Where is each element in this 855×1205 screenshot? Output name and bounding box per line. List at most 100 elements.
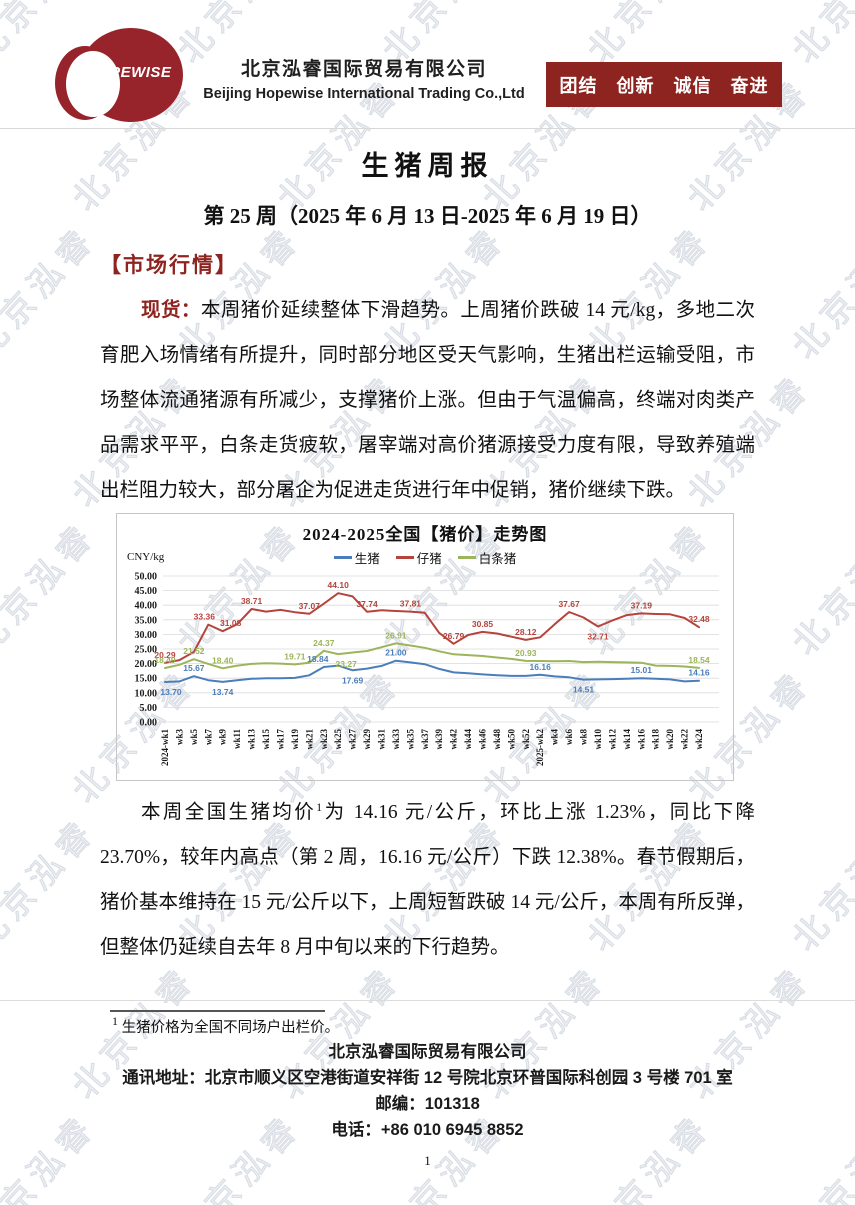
svg-text:15.01: 15.01 — [631, 665, 653, 675]
logo-wordmark: HOPEWISE — [86, 64, 172, 81]
footer: 北京泓睿国际贸易有限公司 通讯地址：北京市顺义区空港街道安祥街 12 号院北京环… — [0, 1039, 855, 1143]
footer-phone: 电话：+86 010 6945 8852 — [331, 1121, 524, 1139]
svg-text:wk31: wk31 — [377, 729, 387, 750]
footnote-ref-marker: 1 — [316, 800, 323, 814]
svg-text:wk39: wk39 — [434, 729, 444, 750]
svg-text:30.85: 30.85 — [472, 619, 494, 629]
svg-text:17.69: 17.69 — [342, 675, 364, 685]
svg-text:wk22: wk22 — [680, 729, 690, 750]
svg-text:24.37: 24.37 — [313, 638, 335, 648]
report-period: 第 25 周（2025 年 6 月 13 日-2025 年 6 月 19 日） — [203, 204, 652, 228]
svg-text:2024-wk1: 2024-wk1 — [160, 729, 170, 767]
footnote-sup: 1 — [112, 1014, 118, 1028]
logo-crescent-cut — [66, 51, 120, 117]
svg-text:wk23: wk23 — [319, 729, 329, 750]
svg-text:20.93: 20.93 — [515, 648, 537, 658]
paragraph-spot-text: 本周猪价延续整体下滑趋势。上周猪价跌破 14 元/kg，多地二次育肥入场情绪有所… — [100, 300, 755, 501]
legend-item-生猪: 生猪 — [333, 548, 380, 567]
svg-text:50.00: 50.00 — [135, 572, 158, 583]
svg-text:wk13: wk13 — [247, 729, 257, 750]
svg-text:16.16: 16.16 — [530, 662, 552, 672]
paragraph-spot-market: 现货：本周猪价延续整体下滑趋势。上周猪价跌破 14 元/kg，多地二次育肥入场情… — [100, 288, 755, 513]
svg-text:18.49: 18.49 — [154, 655, 176, 665]
svg-text:wk17: wk17 — [276, 729, 286, 750]
footnote-text: 生猪价格为全国不同场户出栏价。 — [121, 1020, 340, 1036]
svg-text:18.84: 18.84 — [307, 654, 329, 664]
price-trend-plot: 0.00 5.00 10.00 15.00 20.00 25.00 30.00 35.00 40… — [135, 572, 719, 767]
svg-text:wk33: wk33 — [391, 729, 401, 750]
svg-text:wk50: wk50 — [506, 729, 516, 750]
svg-text:37.67: 37.67 — [558, 599, 580, 609]
legend-label: 白条猪 — [478, 552, 517, 566]
svg-text:20.29: 20.29 — [154, 650, 176, 660]
svg-text:wk21: wk21 — [304, 729, 314, 750]
svg-text:wk10: wk10 — [593, 729, 603, 750]
svg-text:wk27: wk27 — [348, 729, 358, 750]
svg-text:wk15: wk15 — [261, 729, 271, 750]
svg-text:wk5: wk5 — [189, 729, 199, 746]
svg-text:19.71: 19.71 — [284, 651, 306, 661]
svg-text:5.00: 5.00 — [140, 703, 158, 714]
legend-swatch — [457, 556, 476, 559]
footnote-rule — [110, 1010, 325, 1012]
svg-text:26.79: 26.79 — [443, 631, 465, 641]
svg-text:18.40: 18.40 — [212, 655, 234, 665]
svg-text:wk46: wk46 — [478, 729, 488, 750]
legend-swatch — [333, 556, 352, 559]
footnote: 1 生猪价格为全国不同场户出栏价。 — [112, 1014, 855, 1037]
svg-text:0.00: 0.00 — [140, 718, 158, 729]
svg-text:wk3: wk3 — [174, 729, 184, 746]
svg-text:wk35: wk35 — [405, 729, 415, 750]
svg-text:10.00: 10.00 — [135, 688, 158, 699]
svg-text:23.27: 23.27 — [336, 659, 358, 669]
svg-text:44.10: 44.10 — [328, 580, 350, 590]
svg-text:30.00: 30.00 — [135, 630, 158, 641]
svg-text:wk19: wk19 — [290, 729, 300, 750]
svg-text:wk11: wk11 — [232, 729, 242, 750]
svg-text:13.70: 13.70 — [160, 687, 182, 697]
svg-text:14.51: 14.51 — [573, 685, 595, 695]
svg-text:26.91: 26.91 — [385, 630, 407, 640]
svg-text:15.67: 15.67 — [183, 663, 205, 673]
svg-text:13.74: 13.74 — [212, 687, 234, 697]
svg-text:37.07: 37.07 — [299, 601, 321, 611]
svg-text:wk29: wk29 — [362, 729, 372, 750]
legend-item-白条猪: 白条猪 — [457, 548, 517, 567]
summary-text-after-sup: 为 14.16 元/公斤，环比上涨 1.23%，同比下降 23.70%，较年内高… — [100, 802, 755, 958]
svg-text:32.71: 32.71 — [587, 632, 609, 642]
svg-text:37.19: 37.19 — [631, 600, 653, 610]
legend-label: 仔猪 — [416, 552, 442, 566]
page-title: 生猪周报 — [361, 151, 494, 181]
svg-text:15.00: 15.00 — [135, 674, 158, 685]
summary-text-before-sup: 本周全国生猪均价 — [141, 802, 317, 823]
svg-text:wk4: wk4 — [550, 729, 560, 746]
svg-text:35.00: 35.00 — [135, 615, 158, 626]
svg-text:2025-wk2: 2025-wk2 — [535, 729, 545, 767]
svg-text:wk42: wk42 — [449, 729, 459, 750]
svg-text:20.00: 20.00 — [135, 659, 158, 670]
svg-text:wk16: wk16 — [636, 729, 646, 750]
svg-text:wk48: wk48 — [492, 729, 502, 750]
footer-address: 通讯地址：北京市顺义区空港街道安祥街 12 号院北京环普国际科创园 3 号楼 7… — [122, 1069, 733, 1087]
svg-text:wk9: wk9 — [218, 729, 228, 746]
svg-text:28.12: 28.12 — [515, 627, 537, 637]
svg-text:45.00: 45.00 — [135, 586, 158, 597]
legend-swatch — [395, 556, 414, 559]
svg-text:wk6: wk6 — [564, 729, 574, 746]
svg-text:33.36: 33.36 — [194, 612, 216, 622]
footer-company: 北京泓睿国际贸易有限公司 — [328, 1043, 527, 1061]
company-name-en: Beijing Hopewise International Trading C… — [203, 86, 525, 102]
svg-text:wk44: wk44 — [463, 729, 473, 750]
svg-text:wk12: wk12 — [607, 729, 617, 750]
svg-text:18.54: 18.54 — [688, 655, 710, 665]
paragraph-lead-spot: 现货： — [141, 300, 201, 321]
svg-text:31.08: 31.08 — [220, 618, 242, 628]
svg-text:wk7: wk7 — [203, 729, 213, 746]
pig-price-trend-chart: 2024-2025全国【猪价】走势图 生猪 仔猪 白条猪 CNY/kg 0.00 5.… — [116, 513, 734, 781]
svg-text:wk25: wk25 — [333, 729, 343, 750]
hopewise-logo: HOPEWISE — [55, 22, 185, 128]
page-number: 1 — [424, 1153, 431, 1168]
svg-text:38.71: 38.71 — [241, 596, 263, 606]
svg-text:21.52: 21.52 — [183, 646, 205, 656]
